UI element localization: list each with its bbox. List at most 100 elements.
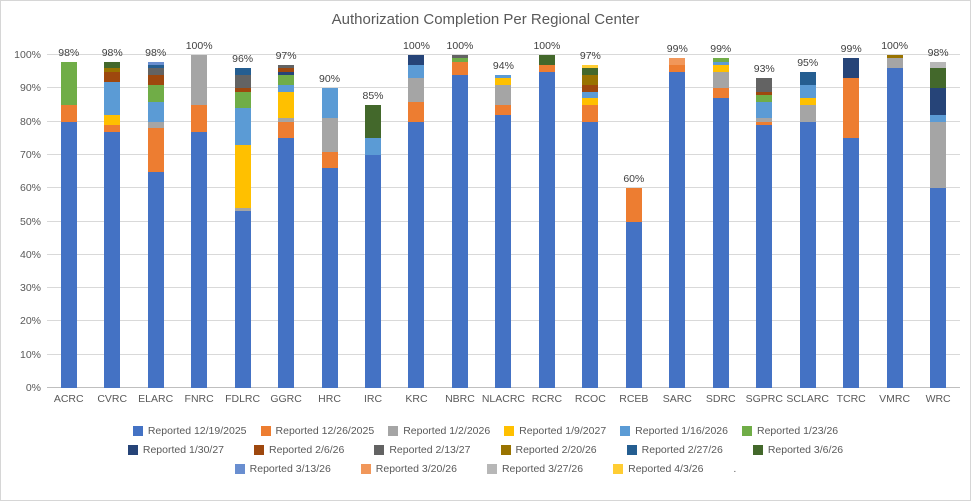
bar-segment: [930, 188, 947, 388]
bar-total-label: 99%: [710, 43, 732, 56]
legend-swatch-icon: [620, 426, 631, 436]
x-axis: ACRC CVRC ELARC FNRC FDLRC GGRC HRC IRC KRC NBRC N…: [47, 393, 960, 405]
legend: Reported 12/19/2025 Reported 12/26/2025 Re…: [1, 425, 970, 482]
legend-swatch-icon: [500, 445, 511, 455]
bar-segment: [582, 104, 599, 122]
bar-slot: 100%: [395, 40, 438, 388]
bar-slot: 98%: [90, 47, 133, 388]
plot-area: 98% 98% 98% 100% 96% 97% 90% 85% 100% 100% 94% 100%…: [47, 40, 960, 388]
legend-item: Reported 3/6/26: [752, 444, 844, 456]
legend-label: Reported 12/26/2025: [275, 425, 375, 437]
bar-segment: [147, 84, 164, 102]
bar-segment: [451, 74, 468, 388]
x-axis-label: HRC: [318, 393, 341, 405]
stacked-bar-rceb: [625, 188, 642, 388]
bar-segment: [756, 121, 773, 125]
bar-segment: [234, 211, 251, 388]
bar-total-label: 95%: [797, 56, 819, 69]
bar-segment: [147, 171, 164, 388]
bar-segment: [147, 101, 164, 122]
legend-item: Reported 1/23/26: [741, 425, 838, 437]
legend-item: Reported 12/26/2025: [260, 425, 375, 437]
bar-slot: 99%: [829, 43, 872, 388]
stacked-bar-sclarc: [799, 71, 816, 388]
y-tick-label: 20%: [19, 315, 41, 328]
bar-segment: [191, 104, 208, 132]
legend-item: Reported 1/9/2027: [504, 425, 606, 437]
bar-segment: [495, 114, 512, 388]
bar-total-label: 96%: [232, 53, 254, 66]
legend-item: Reported 3/20/26: [360, 463, 457, 475]
legend-swatch-icon: [613, 464, 624, 474]
stacked-bar-rcoc: [582, 65, 599, 388]
bar-segment: [582, 121, 599, 388]
legend-label: .: [733, 463, 737, 475]
stacked-bar-sdrc: [712, 58, 729, 388]
x-axis-label: FNRC: [184, 393, 214, 405]
bar-segment: [582, 68, 599, 75]
legend-label: Reported 3/27/26: [501, 463, 584, 475]
legend-label: Reported 2/27/26: [641, 444, 723, 456]
legend-item: Reported 1/2/2026: [388, 425, 490, 437]
x-axis-label: RCEB: [619, 393, 649, 405]
bar-segment: [799, 84, 816, 99]
bar-slot: 93%: [743, 55, 786, 388]
bar-segment: [712, 58, 729, 62]
bar-segment: [278, 118, 295, 122]
bar-total-label: 97%: [275, 50, 297, 62]
legend-swatch-icon: [234, 464, 245, 474]
x-axis-label: RCRC: [531, 393, 563, 405]
bar-segment: [147, 74, 164, 85]
legend-label: Reported 3/13/26: [249, 463, 331, 475]
legend-item: Reported 4/3/26: [613, 463, 703, 475]
stacked-bar-vmrc: [886, 55, 903, 388]
legend-swatch-icon: [127, 445, 138, 455]
bar-slot: 97%: [569, 50, 612, 388]
bar-segment: [408, 55, 425, 65]
legend-item: Reported 1/30/27: [127, 444, 224, 456]
bar-segment: [451, 61, 468, 75]
bar-slot: 97%: [264, 50, 307, 388]
bar-segment: [886, 68, 903, 388]
legend-item: .: [733, 463, 736, 475]
stacked-bar-fdlrc: [234, 68, 251, 388]
legend-label: Reported 3/20/26: [375, 463, 457, 475]
bar-segment: [278, 71, 295, 75]
bar-segment: [799, 121, 816, 388]
legend-swatch-icon: [360, 464, 371, 474]
stacked-bar-sarc: [669, 58, 686, 388]
bar-segment: [669, 71, 686, 388]
y-tick-label: 40%: [19, 248, 41, 261]
bar-segment: [799, 104, 816, 122]
bar-segment: [147, 65, 164, 69]
bar-slot: 98%: [134, 47, 177, 388]
x-axis-label: NLACRC: [481, 393, 526, 405]
bar-segment: [321, 168, 338, 388]
bar-total-label: 100%: [446, 40, 474, 52]
stacked-bar-nbrc: [451, 55, 468, 388]
stacked-bar-wrc: [930, 61, 947, 388]
bar-total-label: 60%: [623, 173, 645, 186]
bar-segment: [843, 78, 860, 139]
bar-segment: [234, 108, 251, 145]
bar-segment: [582, 74, 599, 85]
stacked-bar-ggrc: [278, 65, 295, 388]
x-axis-label: GGRC: [270, 393, 302, 405]
bar-total-label: 100%: [403, 40, 430, 52]
bar-segment: [365, 104, 382, 139]
bar-segment: [930, 114, 947, 122]
legend-label: Reported 1/16/2026: [635, 425, 728, 437]
bar-total-label: 93%: [753, 63, 775, 76]
bar-segment: [234, 68, 251, 75]
bar-segment: [495, 74, 512, 79]
stacked-bar-hrc: [321, 88, 338, 388]
legend-label: Reported 3/6/26: [767, 444, 844, 456]
stacked-bar-krc: [408, 55, 425, 388]
bar-segment: [278, 74, 295, 85]
bar-segment: [408, 121, 425, 388]
bar-segment: [60, 61, 77, 105]
bar-total-label: 98%: [101, 46, 123, 59]
bar-segment: [278, 65, 295, 69]
y-tick-label: 0%: [25, 382, 41, 394]
bar-segment: [408, 101, 425, 122]
